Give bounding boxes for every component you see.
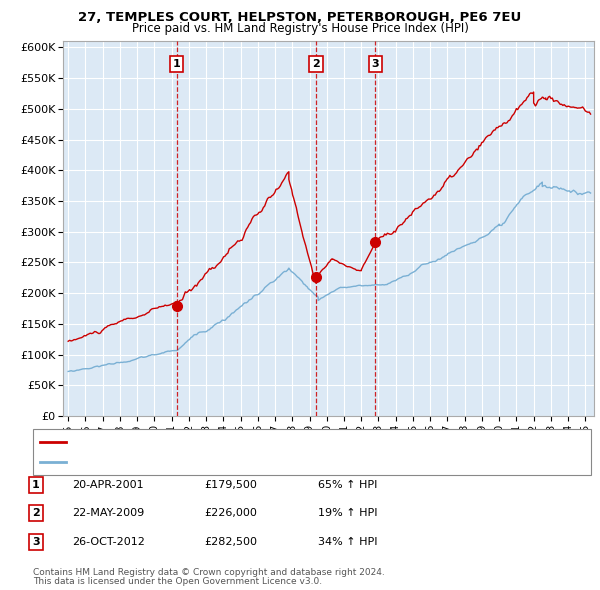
Text: 27, TEMPLES COURT, HELPSTON, PETERBOROUGH, PE6 7EU: 27, TEMPLES COURT, HELPSTON, PETERBOROUG… [79, 11, 521, 24]
Text: 3: 3 [371, 59, 379, 69]
Text: Contains HM Land Registry data © Crown copyright and database right 2024.: Contains HM Land Registry data © Crown c… [33, 568, 385, 577]
Text: 34% ↑ HPI: 34% ↑ HPI [318, 537, 377, 546]
Text: 2: 2 [32, 509, 40, 518]
Text: £226,000: £226,000 [204, 509, 257, 518]
Text: £179,500: £179,500 [204, 480, 257, 490]
Text: 22-MAY-2009: 22-MAY-2009 [72, 509, 144, 518]
Text: 2: 2 [312, 59, 320, 69]
Text: 1: 1 [32, 480, 40, 490]
Text: This data is licensed under the Open Government Licence v3.0.: This data is licensed under the Open Gov… [33, 578, 322, 586]
Text: Price paid vs. HM Land Registry's House Price Index (HPI): Price paid vs. HM Land Registry's House … [131, 22, 469, 35]
Text: 19% ↑ HPI: 19% ↑ HPI [318, 509, 377, 518]
Text: 65% ↑ HPI: 65% ↑ HPI [318, 480, 377, 490]
Text: HPI: Average price, detached house, City of Peterborough: HPI: Average price, detached house, City… [70, 457, 371, 467]
Text: 1: 1 [173, 59, 181, 69]
Text: 3: 3 [32, 537, 40, 546]
Text: £282,500: £282,500 [204, 537, 257, 546]
Text: 20-APR-2001: 20-APR-2001 [72, 480, 143, 490]
Text: 26-OCT-2012: 26-OCT-2012 [72, 537, 145, 546]
Text: 27, TEMPLES COURT, HELPSTON, PETERBOROUGH, PE6 7EU (detached house): 27, TEMPLES COURT, HELPSTON, PETERBOROUG… [70, 437, 476, 447]
